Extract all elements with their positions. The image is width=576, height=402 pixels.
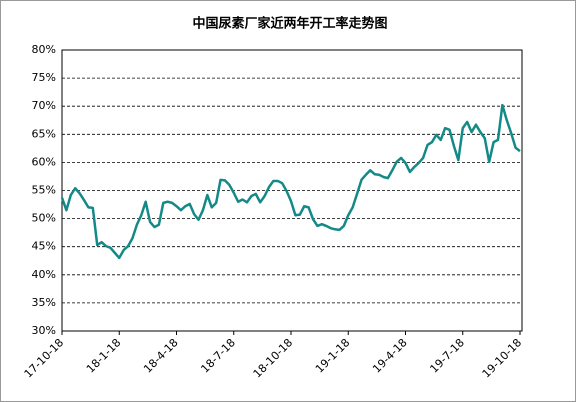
y-tick-label: 45% <box>32 240 56 253</box>
data-line <box>60 103 521 260</box>
y-tick-label: 35% <box>32 296 56 309</box>
y-tick-label: 75% <box>32 71 56 84</box>
y-tick-label: 55% <box>32 184 56 197</box>
chart-title: 中国尿素厂家近两年开工率走势图 <box>192 16 387 32</box>
y-tick-label: 50% <box>32 212 56 225</box>
y-tick-label: 65% <box>32 127 56 140</box>
y-tick-label: 30% <box>32 324 56 337</box>
y-tick-label: 60% <box>32 155 56 168</box>
y-tick-label: 80% <box>32 43 56 56</box>
y-tick-label: 70% <box>32 99 56 112</box>
y-tick-label: 40% <box>32 268 56 281</box>
